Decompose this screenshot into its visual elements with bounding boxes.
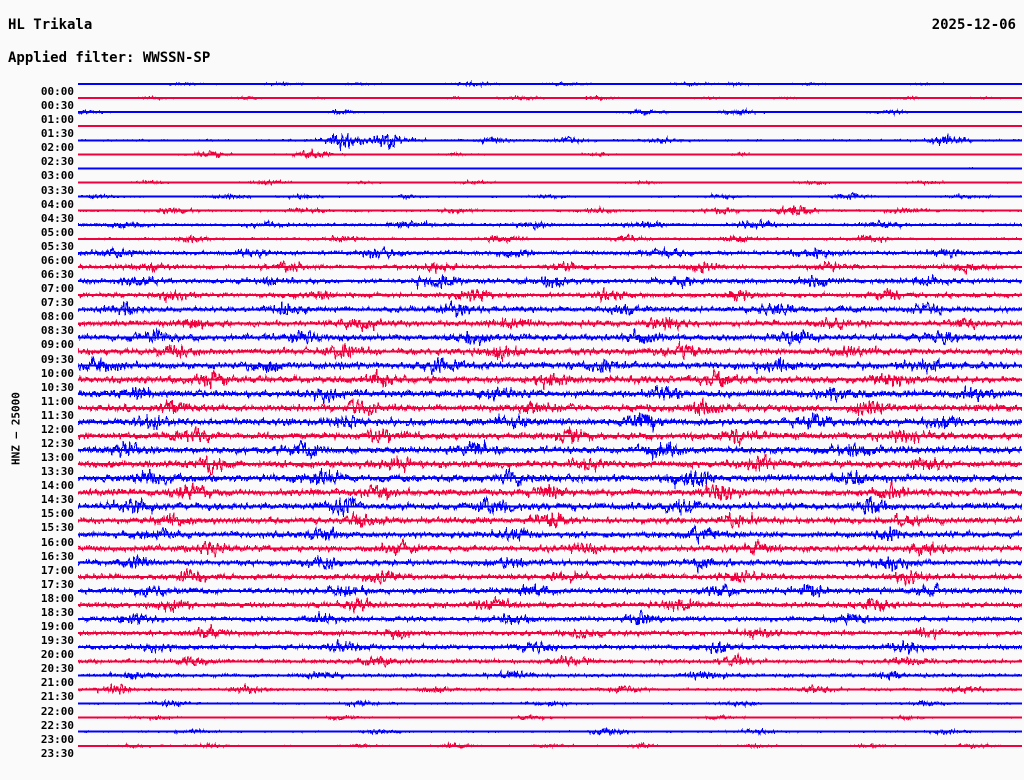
time-label: 09:30: [40, 352, 74, 366]
helicorder-plot: [78, 78, 1022, 776]
time-label: 19:00: [40, 620, 74, 634]
time-label: 02:00: [40, 141, 74, 155]
trace-canvas: [78, 80, 1022, 750]
seismic-trace: [78, 481, 1022, 502]
time-label: 14:30: [40, 493, 74, 507]
time-label: 12:00: [40, 422, 74, 436]
time-label: 08:30: [40, 324, 74, 338]
time-label: 15:30: [40, 521, 74, 535]
seismic-trace: [78, 316, 1022, 333]
time-label: 15:00: [40, 507, 74, 521]
time-label: 21:00: [40, 676, 74, 690]
time-label: 11:00: [40, 394, 74, 408]
time-label: 00:00: [40, 85, 74, 98]
seismic-trace: [78, 148, 1022, 160]
time-label: 22:00: [40, 704, 74, 718]
time-label: 16:30: [40, 549, 74, 563]
time-label: 16:00: [40, 535, 74, 549]
time-label: 13:00: [40, 451, 74, 465]
time-label: 10:30: [40, 380, 74, 394]
seismic-trace: [78, 132, 1022, 151]
time-label: 07:30: [40, 296, 74, 310]
page-title: HL Trikala: [8, 17, 93, 33]
date-label: 2025-12-06: [931, 17, 1016, 33]
filter-label: Applied filter: WWSSN-SP: [8, 50, 211, 66]
time-label: 01:30: [40, 127, 74, 141]
time-label: 19:30: [40, 634, 74, 648]
time-label: 20:00: [40, 648, 74, 662]
seismic-trace: [78, 495, 1022, 517]
time-label: 10:00: [40, 366, 74, 380]
time-label: 11:30: [40, 408, 74, 422]
time-label: 23:00: [40, 732, 74, 746]
time-label: 06:00: [40, 253, 74, 267]
time-label: 22:30: [40, 718, 74, 732]
time-label: 00:30: [40, 99, 74, 113]
time-axis: 00:00 00:30 01:00 01:30 02:00 02:30 03:00 03:30…: [0, 84, 74, 774]
time-label: 08:00: [40, 310, 74, 324]
time-label: 17:30: [40, 577, 74, 591]
time-label: 12:30: [40, 437, 74, 450]
time-label: 18:30: [40, 605, 74, 619]
time-label: 01:00: [40, 113, 74, 127]
seismic-trace: [78, 623, 1022, 641]
time-label: 09:00: [40, 338, 74, 352]
seismic-trace: [78, 439, 1022, 461]
time-label: 17:00: [40, 563, 74, 577]
time-label: 04:00: [40, 197, 74, 211]
time-label: 13:30: [40, 465, 74, 479]
time-label: 07:00: [40, 282, 74, 296]
time-label: 18:00: [40, 591, 74, 605]
time-label: 05:00: [40, 225, 74, 239]
time-label: 20:30: [40, 662, 74, 676]
time-label: 23:30: [40, 746, 74, 760]
seismic-trace: [78, 609, 1022, 627]
time-label: 06:30: [40, 268, 74, 282]
time-label: 02:30: [40, 155, 74, 169]
time-label: 03:30: [40, 183, 74, 197]
seismic-trace: [78, 554, 1022, 574]
time-label: 04:30: [40, 211, 74, 225]
time-label: 03:00: [40, 169, 74, 183]
time-label: 14:00: [40, 479, 74, 493]
time-label: 21:30: [40, 690, 74, 704]
time-label: 05:30: [40, 239, 74, 253]
